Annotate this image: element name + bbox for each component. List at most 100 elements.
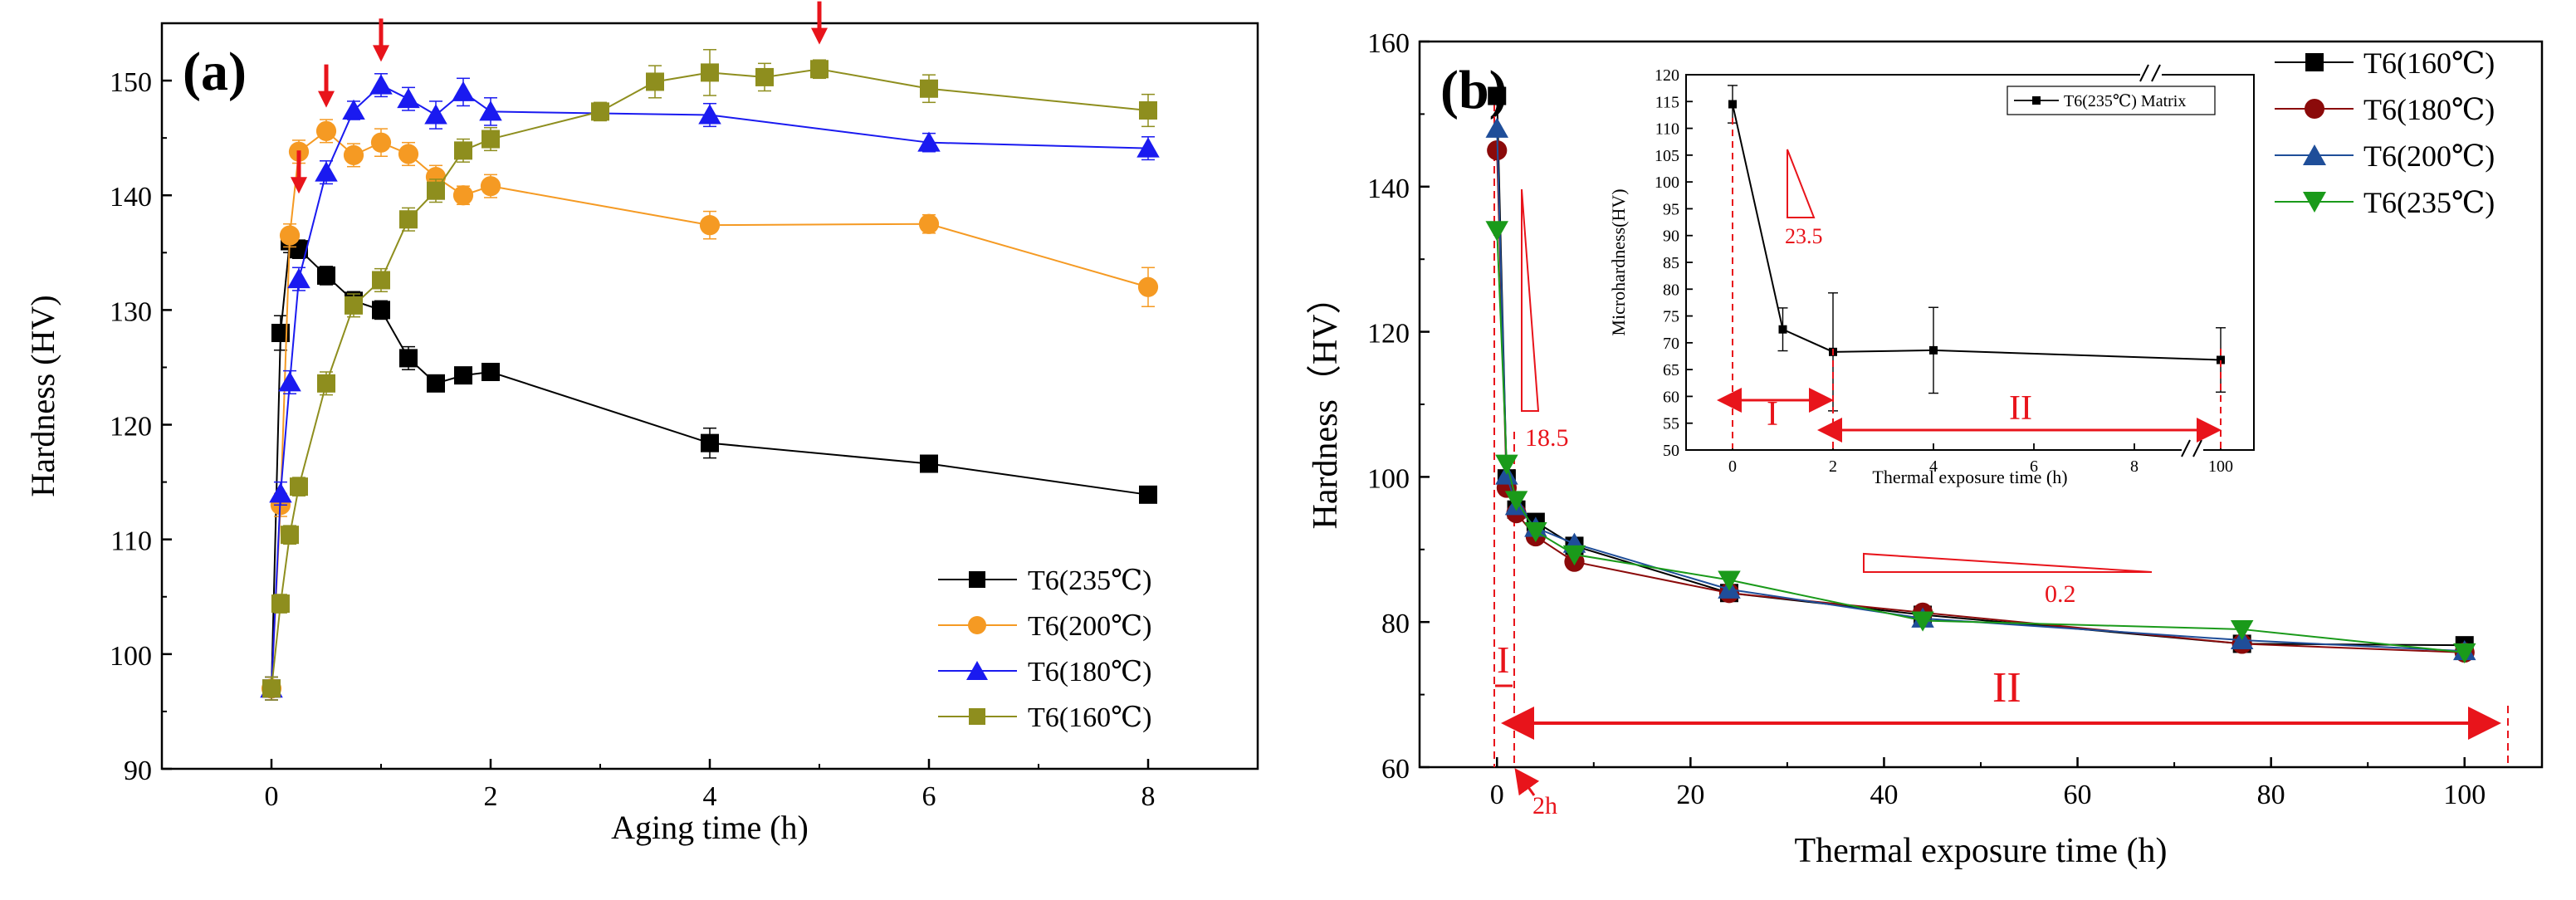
a-point [481, 130, 500, 149]
a-point [454, 366, 472, 385]
a-point [1139, 100, 1157, 120]
a-point [398, 144, 419, 164]
a-point [481, 362, 500, 381]
legend-b-label-1: T6(180℃) [2363, 93, 2495, 126]
a-point [1136, 137, 1160, 158]
legend-a-label-0: T6(235℃) [1028, 565, 1151, 596]
a-x-tick-label: 0 [265, 781, 279, 812]
panel-a-series [260, 49, 1160, 701]
stage-I-label: I [1497, 638, 1509, 681]
panel-a-x-axis-label: Aging time (h) [611, 809, 809, 846]
inset-x-tick-label: 4 [1929, 457, 1938, 476]
a-series-line-2 [271, 84, 1149, 689]
panel-a-peak-arrows [291, 1, 828, 194]
a-point [345, 296, 363, 315]
a-point [699, 215, 721, 236]
legend-b-marker-0 [2305, 53, 2324, 71]
a-point [452, 185, 474, 206]
a-series-0 [262, 228, 1157, 701]
a-series-2 [260, 73, 1160, 701]
a-point [918, 213, 940, 234]
panel-a-label: (a) [183, 42, 247, 102]
b-point [1504, 491, 1528, 511]
a-point [424, 104, 447, 125]
b-point [1524, 521, 1547, 543]
panel-a-y-axis-label: Hardness (HV) [24, 295, 61, 496]
panel-b-y-axis-label: Hardness（HV） [1307, 280, 1345, 530]
panel-b-x-ticks: 0 20 40 60 80 100 [1490, 757, 2486, 810]
legend-b-label-2: T6(200℃) [2363, 139, 2495, 173]
inset-legend: T6(235℃) Matrix [2007, 86, 2216, 115]
b-x-tick-label: 0 [1490, 780, 1504, 810]
legend-a-entry-3: T6(160℃) [938, 702, 1151, 733]
b-series-3 [1485, 221, 2476, 664]
inset-y-tick-label: 115 [1655, 93, 1679, 111]
a-point [315, 161, 338, 182]
inset-stage-II-label: II [2009, 389, 2032, 428]
inset-y-tick-label: 85 [1663, 254, 1679, 272]
inset-y-tick-label: 110 [1655, 120, 1679, 139]
legend-b-label-3: T6(235℃) [2363, 186, 2495, 219]
b-point [1485, 221, 1508, 242]
b-point [2453, 643, 2476, 664]
inset-plot-frame [1685, 74, 2255, 451]
inset-y-tick-label: 95 [1663, 200, 1679, 218]
a-point [370, 132, 392, 153]
inset-y-tick-label: 50 [1663, 442, 1679, 460]
inset-legend-label: T6(235℃) Matrix [2064, 92, 2186, 110]
panel-a-y-ticks: 90 100 110 120 130 140 150 [110, 67, 172, 786]
a-point [920, 79, 938, 98]
legend-b-entry-3: T6(235℃) [2275, 186, 2495, 219]
a-point [281, 526, 300, 545]
a-y-tick-label: 100 [110, 641, 152, 672]
legend-b-label-0: T6(160℃) [2363, 46, 2495, 80]
inset-x-axis-label: Thermal exposure time (h) [1872, 467, 2067, 487]
legend-b-marker-2 [2303, 144, 2326, 165]
b-y-tick-label: 80 [1381, 609, 1410, 639]
inset-point [1778, 325, 1787, 334]
panel-b-y-ticks: 60 80 100 120 140 160 [1367, 28, 1430, 785]
a-y-tick-label: 90 [124, 756, 152, 786]
a-point [399, 349, 418, 368]
inset-y-tick-label: 80 [1663, 281, 1679, 299]
a-point [269, 482, 292, 503]
a-point [271, 324, 290, 343]
legend-a-entry-0: T6(235℃) [938, 565, 1151, 596]
b-x-tick-label: 20 [1676, 780, 1704, 810]
inset-y-tick-label: 70 [1663, 335, 1679, 353]
panel-a-x-ticks: 0 2 4 6 8 [161, 759, 1156, 812]
a-point [1137, 276, 1159, 297]
inset-x-tick-label: 0 [1728, 457, 1737, 476]
a-point [452, 81, 475, 101]
a-point [287, 267, 310, 289]
b-point [1562, 545, 1586, 566]
panel-b-x-axis-label: Thermal exposure time (h) [1795, 832, 2168, 870]
a-y-tick-label: 110 [110, 526, 152, 557]
a-point [427, 374, 445, 393]
b-x-tick-label: 40 [1870, 780, 1898, 810]
inset-y-tick-label: 75 [1663, 308, 1679, 326]
inset-point [2217, 355, 2225, 364]
b-x-tick-label: 100 [2443, 780, 2486, 810]
b-x-tick-label: 60 [2064, 780, 2092, 810]
a-point [372, 301, 390, 320]
inset-y-tick-label: 90 [1663, 227, 1679, 246]
a-point [646, 72, 664, 91]
time-marker-label: 2h [1532, 792, 1557, 819]
legend-a-label-3: T6(160℃) [1028, 702, 1151, 733]
legend-b-entry-1: T6(180℃) [2275, 93, 2495, 126]
a-point [427, 181, 445, 200]
a-x-tick-label: 2 [484, 781, 498, 812]
legend-a-marker-2 [966, 661, 988, 680]
a-y-tick-label: 130 [110, 296, 152, 327]
a-x-tick-label: 8 [1141, 781, 1156, 812]
a-point [342, 99, 365, 120]
a-series-line-0 [271, 239, 1149, 689]
b-y-tick-label: 140 [1367, 174, 1410, 204]
inset-y-tick-label: 65 [1663, 361, 1679, 379]
a-point [262, 679, 281, 698]
a-series-3 [262, 49, 1157, 701]
b-point [1485, 117, 1508, 138]
